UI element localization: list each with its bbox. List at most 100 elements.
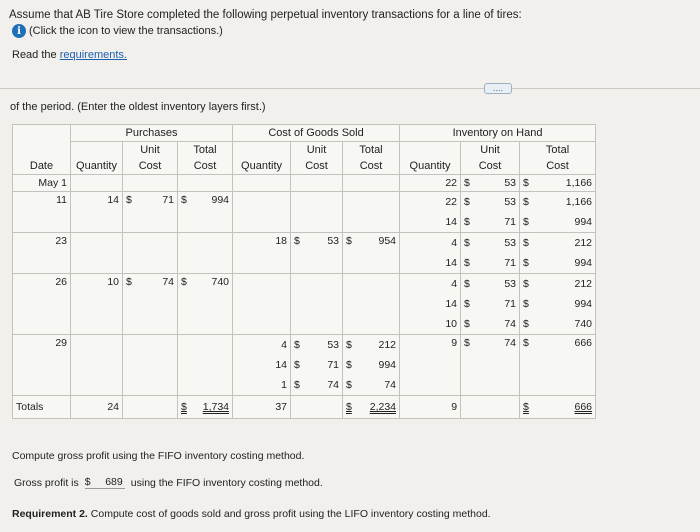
purchases-header: Purchases: [69, 124, 234, 142]
inv-qty-cell[interactable]: 14: [445, 216, 458, 228]
i-total-qty[interactable]: 9: [399, 395, 462, 419]
p-total-header: Total: [176, 141, 234, 158]
inv-unit-cell[interactable]: 71: [504, 216, 517, 228]
instruction-text: of the period. (Enter the oldest invento…: [10, 101, 266, 113]
c-total-cell[interactable]: 954: [378, 235, 397, 247]
date-cell: 23: [12, 232, 71, 274]
c-total-cell[interactable]: 212: [378, 339, 397, 351]
c-unit-header: Unit: [290, 141, 344, 158]
p-qty-cell[interactable]: 10: [107, 276, 119, 288]
c-unit-cell[interactable]: 71: [327, 359, 340, 371]
inv-qty-cell[interactable]: 14: [445, 298, 458, 310]
c-total-cost[interactable]: 2,234: [369, 401, 397, 413]
inv-qty-cell[interactable]: 9: [399, 334, 462, 396]
dollar-sign: $: [294, 359, 300, 371]
dollar-sign: $: [523, 337, 529, 349]
dollar-sign: $: [464, 237, 470, 249]
p-qty-cell[interactable]: 14: [107, 194, 119, 206]
c-cost2-header: Cost: [342, 158, 401, 175]
cogs-header: Cost of Goods Sold: [232, 124, 401, 142]
gp-suffix: using the FIFO inventory costing method.: [130, 476, 323, 489]
dollar-sign: $: [181, 276, 187, 288]
inv-unit-cell[interactable]: 71: [504, 257, 517, 269]
requirements-link[interactable]: requirements.: [59, 49, 127, 61]
date-cell: May 1: [12, 174, 71, 192]
inv-total-cell[interactable]: 666: [574, 337, 593, 349]
c-unit-cell[interactable]: 74: [327, 379, 340, 391]
c-total-cell[interactable]: 74: [384, 379, 397, 391]
i-total-cost[interactable]: 666: [574, 401, 593, 413]
dollar-sign: $: [464, 257, 470, 269]
p-cost-header: Cost: [122, 158, 178, 175]
date-cell: 29: [12, 334, 71, 396]
inv-unit-cell[interactable]: 53: [504, 196, 517, 208]
dollar-sign: $: [523, 177, 529, 189]
requirement-2: Requirement 2. Compute cost of goods sol…: [12, 508, 491, 520]
gross-profit-row: Gross profit is $ 689 using the FIFO inv…: [14, 476, 323, 489]
inv-qty-cell[interactable]: 10: [445, 318, 458, 330]
dollar-sign: $: [523, 216, 529, 228]
inv-unit-cell[interactable]: 74: [504, 318, 517, 330]
p-total-cell[interactable]: 740: [211, 276, 230, 288]
dollar-sign: $: [464, 318, 470, 330]
inv-qty-cell[interactable]: 22: [445, 196, 458, 208]
date-cell: 11: [12, 191, 71, 233]
p-unit-header: Unit: [122, 141, 178, 158]
inv-total-cell[interactable]: 212: [574, 237, 593, 249]
c-qty-cell[interactable]: 1: [281, 379, 288, 391]
dollar-sign: $: [346, 235, 352, 247]
inv-unit-cell[interactable]: 53: [504, 237, 517, 249]
dollar-sign: $: [523, 257, 529, 269]
c-unit-cell[interactable]: 53: [327, 339, 340, 351]
table-row: 11 14 $71 $994 22 14 $53 $71 $1,166 $994: [12, 191, 597, 233]
inv-unit-cell[interactable]: 71: [504, 298, 517, 310]
dollar-sign: $: [346, 359, 352, 371]
inv-unit-cell[interactable]: 53: [504, 177, 517, 189]
c-total-cell[interactable]: 994: [378, 359, 397, 371]
inv-qty-cell[interactable]: 22: [399, 174, 462, 192]
dollar-sign: $: [294, 339, 300, 351]
inv-total-cell[interactable]: 994: [574, 216, 593, 228]
p-total-cost[interactable]: 1,734: [202, 401, 230, 413]
inv-total-cell[interactable]: 1,166: [565, 196, 593, 208]
inv-total-cell[interactable]: 994: [574, 298, 593, 310]
gp-prefix: Gross profit is: [14, 476, 79, 489]
p-quantity-header: Quantity: [70, 158, 123, 175]
dollar-sign: $: [464, 298, 470, 310]
p-total-cell[interactable]: 994: [211, 194, 230, 206]
read-prefix: Read the: [12, 49, 60, 61]
inv-qty-cell[interactable]: 4: [451, 278, 458, 290]
inv-qty-cell[interactable]: 4: [451, 237, 458, 249]
info-icon[interactable]: i: [12, 24, 26, 38]
totals-row: Totals 24 $1,734 37 $2,234 9 $666: [12, 395, 597, 419]
compute-text: Compute gross profit using the FIFO inve…: [12, 450, 305, 462]
p-unit-cell[interactable]: 74: [162, 276, 174, 288]
inv-unit-cell[interactable]: 53: [504, 278, 517, 290]
p-total-qty[interactable]: 24: [70, 395, 123, 419]
inv-total-cell[interactable]: 740: [574, 318, 593, 330]
transactions-link-row[interactable]: i (Click the icon to view the transactio…: [12, 24, 223, 38]
i-total-header: Total: [519, 141, 597, 158]
inv-qty-cell[interactable]: 14: [445, 257, 458, 269]
c-qty-cell[interactable]: 4: [281, 339, 288, 351]
inv-total-cell[interactable]: 212: [574, 278, 593, 290]
dollar-sign: $: [523, 401, 529, 413]
inv-total-cell[interactable]: 1,166: [565, 177, 593, 189]
inv-unit-cell[interactable]: 74: [504, 337, 517, 349]
more-button[interactable]: ....: [484, 83, 512, 94]
c-unit-cell[interactable]: 53: [327, 235, 340, 247]
req2-label: Requirement 2.: [12, 508, 88, 520]
c-qty-cell[interactable]: 14: [275, 359, 288, 371]
dollar-sign: $: [523, 278, 529, 290]
c-total-qty[interactable]: 37: [232, 395, 292, 419]
p-cost2-header: Cost: [176, 158, 234, 175]
dollar-sign: $: [464, 278, 470, 290]
inv-total-cell[interactable]: 994: [574, 257, 593, 269]
inventory-table: Purchases Cost of Goods Sold Inventory o…: [12, 124, 597, 419]
dollar-sign: $: [84, 476, 91, 488]
transactions-link[interactable]: (Click the icon to view the transactions…: [29, 25, 223, 37]
dollar-sign: $: [464, 216, 470, 228]
gross-profit-input[interactable]: $ 689: [84, 476, 125, 489]
c-qty-cell[interactable]: 18: [232, 232, 292, 274]
p-unit-cell[interactable]: 71: [162, 194, 174, 206]
